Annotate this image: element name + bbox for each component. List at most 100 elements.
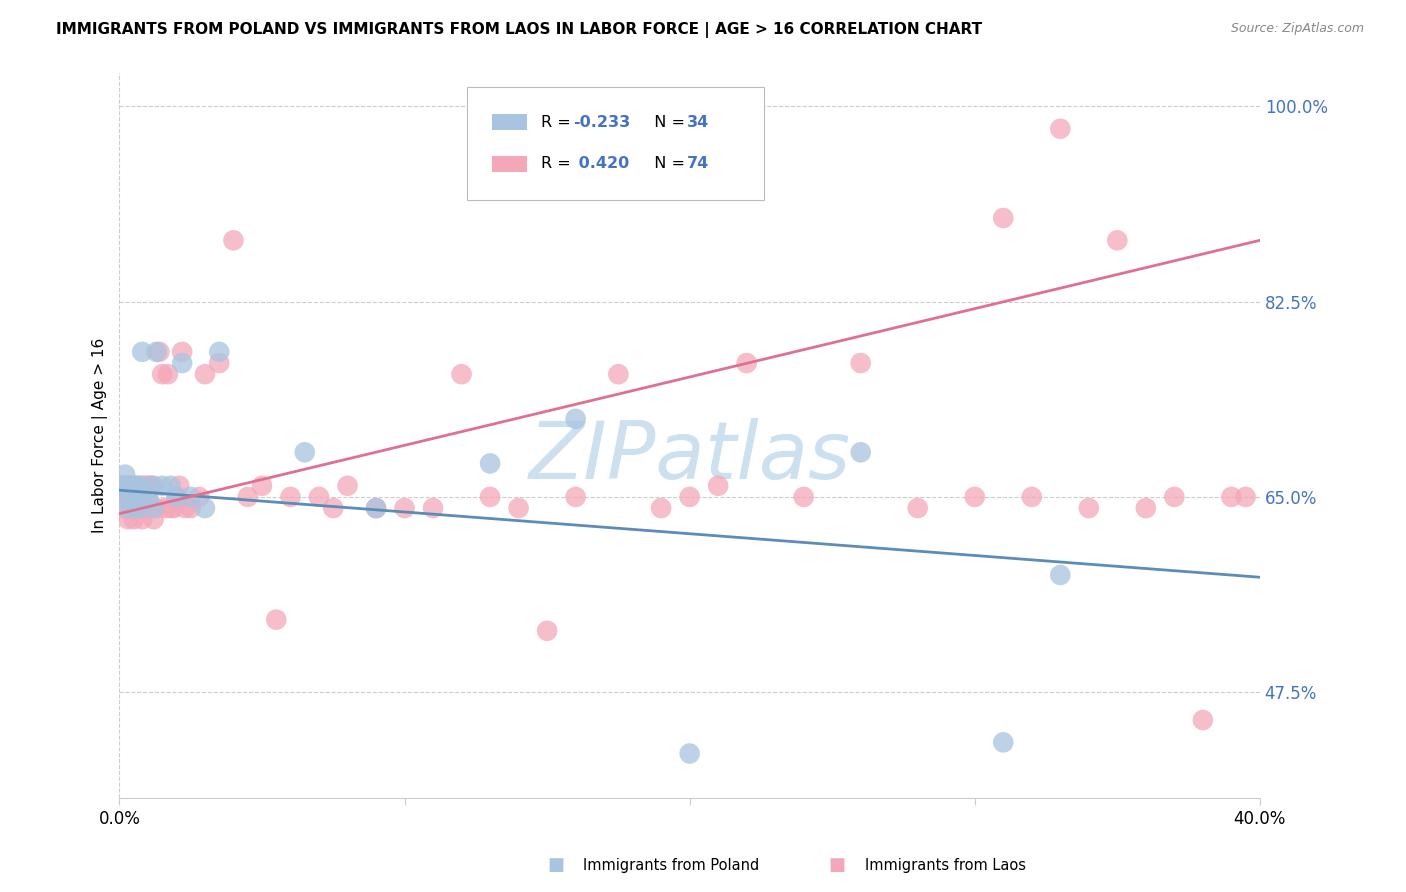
Point xyxy=(564,490,586,504)
Point xyxy=(336,479,359,493)
Point xyxy=(153,501,176,516)
Point xyxy=(122,479,145,493)
Point xyxy=(993,211,1015,225)
Point xyxy=(208,356,231,370)
Point xyxy=(136,479,159,493)
Point xyxy=(120,479,142,493)
Point xyxy=(849,445,872,459)
Point xyxy=(607,368,630,382)
Text: N =: N = xyxy=(644,156,690,171)
Point xyxy=(134,490,156,504)
Point xyxy=(479,490,502,504)
Point xyxy=(156,368,179,382)
Bar xyxy=(492,155,527,171)
Point xyxy=(125,501,148,516)
Point xyxy=(450,368,472,382)
Point xyxy=(650,501,672,516)
Point xyxy=(139,479,162,493)
Bar xyxy=(492,114,527,130)
Point xyxy=(150,479,173,493)
Point xyxy=(131,512,153,526)
Text: 74: 74 xyxy=(688,156,710,171)
Point xyxy=(264,613,287,627)
Point xyxy=(142,512,165,526)
Point xyxy=(1234,490,1257,504)
Text: N =: N = xyxy=(644,115,690,130)
Point xyxy=(150,368,173,382)
Y-axis label: In Labor Force | Age > 16: In Labor Force | Age > 16 xyxy=(93,338,108,533)
Point xyxy=(134,501,156,516)
Point xyxy=(117,512,139,526)
Text: ■: ■ xyxy=(547,856,564,874)
Point xyxy=(136,490,159,504)
Text: Source: ZipAtlas.com: Source: ZipAtlas.com xyxy=(1230,22,1364,36)
Point xyxy=(1220,490,1243,504)
Point xyxy=(166,490,188,504)
Point xyxy=(394,501,416,516)
Point xyxy=(172,344,194,359)
Text: Immigrants from Poland: Immigrants from Poland xyxy=(583,858,759,872)
Point xyxy=(139,479,162,493)
Point xyxy=(114,467,136,482)
Point xyxy=(194,368,217,382)
Point xyxy=(172,356,194,370)
Point xyxy=(422,501,444,516)
Point xyxy=(145,501,167,516)
Point xyxy=(117,501,139,516)
Point xyxy=(139,501,162,516)
Point xyxy=(294,445,316,459)
Point xyxy=(250,479,273,493)
Point xyxy=(125,479,148,493)
Point xyxy=(1107,233,1129,247)
Point xyxy=(159,501,181,516)
Point xyxy=(142,501,165,516)
Text: -0.233: -0.233 xyxy=(574,115,630,130)
Point xyxy=(128,479,150,493)
Point xyxy=(1192,713,1215,727)
Point xyxy=(117,479,139,493)
Point xyxy=(280,490,302,504)
Point xyxy=(1077,501,1099,516)
Point xyxy=(111,479,134,493)
Point xyxy=(120,490,142,504)
Point xyxy=(308,490,330,504)
Point xyxy=(131,479,153,493)
Point xyxy=(122,501,145,516)
Point xyxy=(162,501,184,516)
Point xyxy=(208,344,231,359)
Point xyxy=(111,479,134,493)
Point xyxy=(120,501,142,516)
Point xyxy=(194,501,217,516)
Point xyxy=(159,479,181,493)
Point xyxy=(180,501,202,516)
Point xyxy=(136,490,159,504)
Point xyxy=(114,490,136,504)
Point xyxy=(174,501,197,516)
Point xyxy=(1163,490,1185,504)
Point xyxy=(122,512,145,526)
Point xyxy=(735,356,758,370)
Point xyxy=(111,501,134,516)
Text: Immigrants from Laos: Immigrants from Laos xyxy=(865,858,1026,872)
Point xyxy=(1021,490,1043,504)
Point xyxy=(1135,501,1157,516)
Point xyxy=(145,344,167,359)
Point xyxy=(125,479,148,493)
Point xyxy=(508,501,530,516)
Point xyxy=(364,501,387,516)
Point xyxy=(479,457,502,471)
Point xyxy=(114,479,136,493)
Text: R =: R = xyxy=(541,115,576,130)
Point xyxy=(222,233,245,247)
Point xyxy=(679,490,702,504)
Text: IMMIGRANTS FROM POLAND VS IMMIGRANTS FROM LAOS IN LABOR FORCE | AGE > 16 CORRELA: IMMIGRANTS FROM POLAND VS IMMIGRANTS FRO… xyxy=(56,22,983,38)
Point xyxy=(707,479,730,493)
Text: ■: ■ xyxy=(828,856,845,874)
Point xyxy=(993,735,1015,749)
Point xyxy=(166,490,188,504)
Point xyxy=(128,490,150,504)
Point xyxy=(1049,568,1071,582)
Point xyxy=(536,624,558,638)
Point xyxy=(128,501,150,516)
Point xyxy=(1049,121,1071,136)
